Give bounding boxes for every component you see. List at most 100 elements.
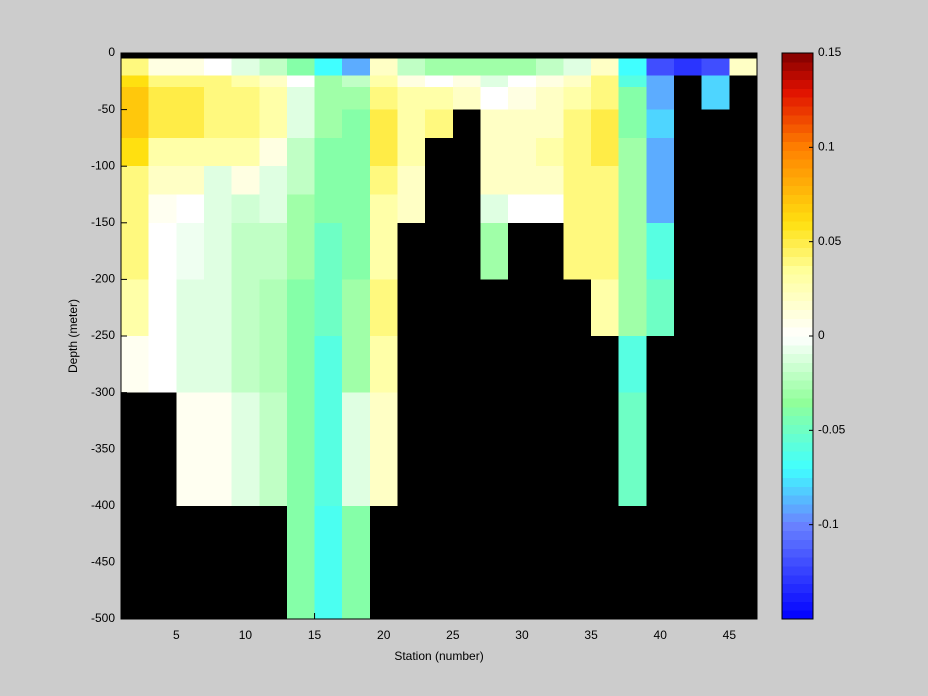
colorbar-swatch bbox=[782, 486, 813, 496]
heatmap-cell bbox=[369, 279, 398, 336]
x-tick-label: 40 bbox=[654, 628, 668, 642]
heatmap-cell bbox=[148, 58, 177, 76]
colorbar-swatch bbox=[782, 539, 813, 549]
heatmap-cell bbox=[314, 86, 343, 110]
heatmap-cell bbox=[369, 194, 398, 223]
colorbar-swatch bbox=[782, 309, 813, 319]
colorbar-swatch bbox=[782, 221, 813, 231]
heatmap-cell bbox=[259, 75, 287, 87]
colorbar-swatch bbox=[782, 212, 813, 222]
heatmap-cell bbox=[480, 58, 509, 76]
heatmap-cell bbox=[646, 222, 675, 280]
colorbar-swatch bbox=[782, 203, 813, 213]
colorbar-swatch bbox=[782, 433, 813, 443]
heatmap-cell bbox=[342, 86, 370, 110]
heatmap-cell bbox=[203, 336, 232, 393]
heatmap-cell bbox=[314, 166, 343, 195]
heatmap-cell bbox=[121, 166, 149, 195]
heatmap-cell bbox=[176, 336, 204, 393]
heatmap-cell bbox=[397, 166, 426, 195]
heatmap-cell bbox=[425, 109, 453, 138]
y-tick-label: -150 bbox=[91, 215, 115, 229]
colorbar-swatch bbox=[782, 530, 813, 540]
heatmap-cell bbox=[342, 392, 370, 506]
heatmap-cell bbox=[591, 75, 619, 87]
heatmap-cell bbox=[231, 137, 260, 167]
heatmap-cell bbox=[231, 279, 260, 336]
heatmap-cell bbox=[618, 194, 647, 223]
heatmap-cell bbox=[314, 137, 343, 167]
heatmap-cell bbox=[148, 194, 177, 223]
heatmap-cell bbox=[259, 392, 287, 506]
heatmap-cell bbox=[369, 137, 398, 167]
heatmap-cell bbox=[646, 194, 675, 223]
heatmap-cell bbox=[121, 336, 149, 393]
heatmap-cell bbox=[259, 109, 287, 138]
colorbar-swatch bbox=[782, 150, 813, 160]
heatmap-cell bbox=[259, 279, 287, 336]
y-tick-label: -50 bbox=[98, 102, 116, 116]
heatmap-cell bbox=[425, 75, 453, 87]
x-tick-label: 20 bbox=[377, 628, 391, 642]
colorbar-swatch bbox=[782, 406, 813, 417]
heatmap-cell bbox=[314, 194, 343, 223]
heatmap-cell bbox=[286, 166, 315, 195]
heatmap-cell bbox=[314, 392, 343, 506]
heatmap-cell bbox=[259, 166, 287, 195]
heatmap-cell bbox=[314, 279, 343, 336]
x-tick-label: 10 bbox=[239, 628, 253, 642]
heatmap-cell bbox=[286, 58, 315, 76]
colorbar-swatch bbox=[782, 229, 813, 240]
heatmap-cell bbox=[259, 336, 287, 393]
heatmap-cell bbox=[121, 194, 149, 223]
heatmap-cell bbox=[591, 166, 619, 195]
heatmap-cell bbox=[203, 86, 232, 110]
heatmap-cell bbox=[342, 137, 370, 167]
heatmap-cell bbox=[591, 222, 619, 280]
heatmap-cell bbox=[148, 75, 177, 87]
heatmap-cell bbox=[480, 137, 509, 167]
colorbar-swatch bbox=[782, 592, 813, 602]
heatmap-cell bbox=[231, 392, 260, 506]
heatmap-cell bbox=[618, 86, 647, 110]
heatmap-cell bbox=[259, 222, 287, 280]
heatmap-cell bbox=[286, 86, 315, 110]
heatmap-cell bbox=[618, 336, 647, 393]
heatmap-cell bbox=[286, 505, 315, 619]
heatmap-cell bbox=[231, 109, 260, 138]
x-tick-label: 5 bbox=[173, 628, 180, 642]
heatmap-cell bbox=[508, 137, 536, 167]
colorbar-swatch bbox=[782, 247, 813, 257]
heatmap-cell bbox=[148, 166, 177, 195]
colorbar-swatch bbox=[782, 415, 813, 425]
colorbar-swatch bbox=[782, 79, 813, 89]
heatmap-cell bbox=[342, 222, 370, 280]
heatmap-cell bbox=[342, 336, 370, 393]
heatmap-cell bbox=[203, 109, 232, 138]
heatmap-cell bbox=[397, 58, 426, 76]
heatmap-cell bbox=[231, 75, 260, 87]
heatmap-cell bbox=[342, 109, 370, 138]
colorbar-swatch bbox=[782, 610, 813, 620]
heatmap-cell bbox=[203, 58, 232, 76]
colorbar-swatch bbox=[782, 53, 813, 63]
heatmap-cell bbox=[369, 75, 398, 87]
heatmap-cell bbox=[314, 58, 343, 76]
y-tick-label: -400 bbox=[91, 498, 115, 512]
heatmap-cell bbox=[480, 222, 509, 280]
heatmap-cell bbox=[314, 505, 343, 619]
heatmap-cell bbox=[176, 222, 204, 280]
heatmap-cell bbox=[397, 86, 426, 110]
x-tick-label: 25 bbox=[446, 628, 460, 642]
heatmap-cell bbox=[259, 194, 287, 223]
heatmap-cell bbox=[286, 194, 315, 223]
heatmap-cell bbox=[259, 58, 287, 76]
heatmap-cell bbox=[369, 166, 398, 195]
y-tick-label: 0 bbox=[108, 45, 115, 59]
heatmap-cell bbox=[646, 279, 675, 336]
heatmap-cell bbox=[231, 166, 260, 195]
colorbar-swatch bbox=[782, 132, 813, 142]
colorbar-swatch bbox=[782, 167, 813, 178]
heatmap-cell bbox=[535, 58, 564, 76]
heatmap-cell bbox=[176, 86, 204, 110]
